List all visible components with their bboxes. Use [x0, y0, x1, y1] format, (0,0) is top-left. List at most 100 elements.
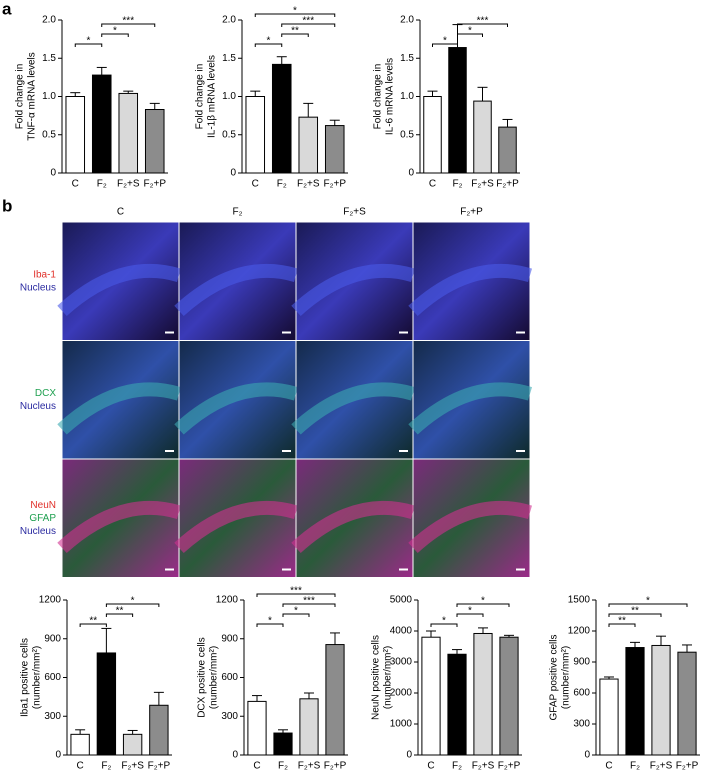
x-tick-label: C [429, 179, 436, 190]
y-axis-label: (number/mm²) [32, 646, 43, 709]
y-tick-label: 2.0 [400, 15, 414, 26]
significance-bracket [105, 613, 134, 617]
significance-label: *** [302, 16, 314, 27]
significance-label: * [294, 606, 298, 617]
significance-bracket [608, 623, 636, 627]
x-tick-label: F₂ [452, 761, 462, 771]
y-tick-label: 900 [221, 633, 238, 644]
x-tick-label: F₂ [277, 179, 287, 190]
x-tick-label: F₂ [101, 761, 111, 771]
bar [271, 63, 292, 174]
bar [499, 636, 519, 756]
y-tick-label: 300 [221, 711, 238, 722]
y-tick-label: 1.0 [222, 91, 236, 102]
bar [599, 678, 619, 756]
row-label: NeuN [30, 500, 56, 511]
significance-bracket [101, 33, 129, 37]
y-axis-label: IL-1β mRNA levels [207, 55, 218, 138]
y-tick-label: 2.0 [42, 15, 56, 26]
row-label: DCX [35, 388, 56, 399]
bar [247, 700, 267, 756]
y-tick-label: 1.5 [222, 53, 236, 64]
significance-bracket [254, 13, 336, 17]
significance-bracket [281, 23, 336, 27]
y-axis-label: (number/mm²) [209, 646, 220, 709]
bar [118, 92, 139, 174]
significance-bracket [456, 613, 484, 617]
y-tick-label: 4000 [390, 626, 413, 637]
column-label: C [117, 207, 124, 218]
x-tick-label: C [252, 179, 259, 190]
bar [447, 653, 467, 756]
row-label: GFAP [29, 513, 56, 524]
y-tick-label: 1200 [39, 595, 62, 606]
bar [473, 100, 492, 174]
x-tick-label: F₂+S [472, 761, 495, 771]
significance-label: * [131, 596, 135, 607]
significance-label: ** [618, 616, 626, 627]
y-axis-label: Iba1 positive cells [20, 638, 31, 717]
column-label: F₂+S [343, 207, 366, 218]
bar [91, 74, 112, 174]
significance-bracket [256, 593, 336, 597]
cell-layer [174, 263, 299, 317]
cell-layer [57, 382, 182, 435]
significance-label: *** [290, 586, 302, 597]
significance-bracket [430, 623, 458, 627]
significance-bracket [457, 33, 483, 37]
y-tick-label: 0.5 [42, 129, 56, 140]
bar [149, 704, 169, 756]
x-tick-label: C [72, 179, 79, 190]
bar [677, 651, 697, 756]
significance-label: * [293, 6, 297, 17]
significance-label: * [268, 616, 272, 627]
x-tick-label: F₂ [278, 761, 288, 771]
y-tick-label: 5000 [390, 595, 413, 606]
y-tick-label: 0 [230, 168, 236, 179]
significance-bracket [79, 623, 107, 627]
significance-label: * [481, 596, 485, 607]
y-tick-label: 0.5 [222, 129, 236, 140]
x-tick-label: F₂+S [298, 761, 321, 771]
bar [96, 652, 117, 756]
x-tick-label: C [427, 761, 434, 771]
x-tick-label: F₂ [97, 179, 107, 190]
column-label: F₂+P [460, 207, 483, 218]
significance-bracket [74, 43, 103, 47]
significance-label: *** [122, 16, 134, 27]
x-tick-label: C [253, 761, 260, 771]
cell-layer [291, 263, 416, 317]
y-tick-label: 1500 [568, 595, 591, 606]
bar [325, 644, 345, 756]
significance-bracket [282, 603, 336, 607]
x-tick-label: F₂+P [148, 761, 171, 771]
bar [122, 733, 143, 756]
y-axis-label: TNF-α mRNA levels [27, 52, 38, 141]
y-axis-label: (number/mm²) [561, 646, 572, 709]
significance-label: * [442, 616, 446, 627]
y-tick-label: 1.0 [42, 91, 56, 102]
y-tick-label: 600 [44, 672, 61, 683]
significance-bracket [432, 43, 458, 47]
x-tick-label: F₂+P [324, 761, 347, 771]
bar [498, 126, 517, 174]
significance-bracket [256, 623, 284, 627]
x-tick-label: F₂+P [676, 761, 699, 771]
significance-label: ** [89, 616, 97, 627]
significance-label: * [443, 36, 447, 47]
significance-label: * [113, 26, 117, 37]
y-tick-label: 1000 [390, 719, 413, 730]
x-tick-label: F₂+S [471, 179, 494, 190]
significance-label: * [646, 596, 650, 607]
y-tick-label: 0 [232, 750, 238, 761]
y-tick-label: 300 [573, 719, 590, 730]
row-label: Nucleus [20, 526, 56, 537]
bar [70, 733, 90, 756]
y-tick-label: 1200 [216, 595, 239, 606]
bar [421, 636, 441, 756]
y-tick-label: 0 [55, 750, 61, 761]
y-axis-label: Fold change in [195, 64, 206, 130]
row-label: Nucleus [20, 401, 56, 412]
panel-label: a [2, 0, 12, 18]
